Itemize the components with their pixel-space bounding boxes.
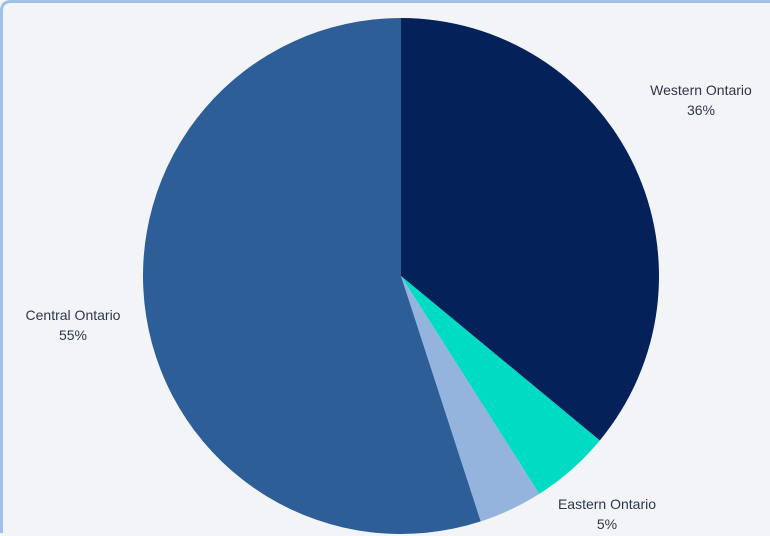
pie-label-western-ontario: Western Ontario 36% — [650, 82, 752, 118]
pie-slice-eastern-ontario — [401, 276, 600, 494]
pie-slice-central-ontario — [142, 18, 481, 534]
pie-label-value: 5% — [597, 516, 617, 532]
pie-slice-western-ontario — [401, 18, 659, 441]
pie-label-value: 36% — [687, 102, 715, 118]
pie-label-value: 55% — [59, 327, 87, 343]
pie-label-category: Central Ontario — [26, 307, 121, 323]
pie-slices — [142, 18, 659, 534]
pie-label-category: Eastern Ontario — [558, 496, 656, 512]
pie-label-eastern-ontario: Eastern Ontario 5% — [558, 496, 656, 532]
pie-label-central-ontario: Central Ontario 55% — [26, 307, 121, 343]
pie-labels: Western Ontario 36% Eastern Ontario 5% Centr… — [26, 82, 753, 532]
pie-slice-northern-ontario — [401, 276, 540, 522]
pie-chart: Western Ontario 36% Eastern Ontario 5% Centr… — [26, 18, 753, 534]
pie-label-category: Western Ontario — [650, 82, 752, 98]
